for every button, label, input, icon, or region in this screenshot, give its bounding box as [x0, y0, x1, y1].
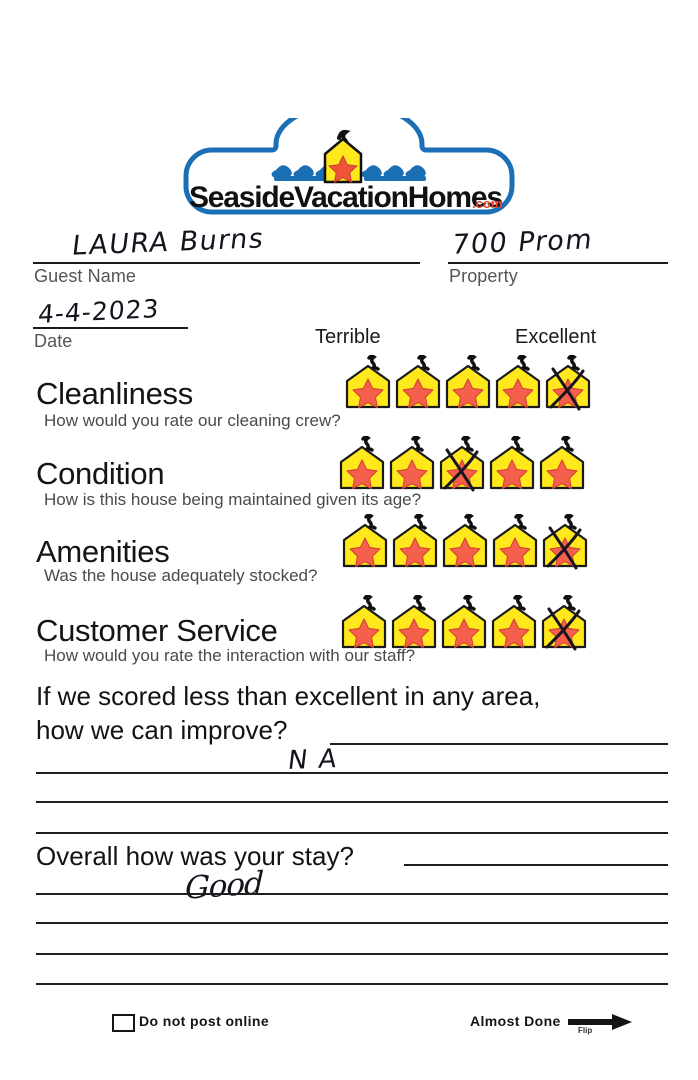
- house-rating-option[interactable]: [393, 355, 443, 413]
- house-rating-option[interactable]: [389, 595, 439, 653]
- logo-house-icon: [323, 129, 363, 184]
- house-rating-option[interactable]: [493, 355, 543, 413]
- house-rating-option[interactable]: [439, 595, 489, 653]
- guest-name-value: LAURA Burns: [70, 223, 267, 262]
- scale-high-label: Excellent: [515, 326, 597, 348]
- house-rating-option[interactable]: [337, 436, 387, 494]
- overall-answer-value: Good: [184, 865, 264, 907]
- house-rating-option[interactable]: [340, 514, 390, 572]
- guest-name-underline[interactable]: [33, 262, 420, 264]
- house-rating-option[interactable]: [537, 436, 587, 494]
- improve-answer-line-1[interactable]: [36, 772, 668, 774]
- house-rating-option[interactable]: [440, 514, 490, 572]
- seaside-vacation-homes-logo-graphic: SeasideVacationHomes .com: [183, 118, 515, 215]
- overall-answer-line-3[interactable]: [36, 953, 668, 955]
- improve-answer-line-2[interactable]: [36, 801, 668, 803]
- property-label: Property: [449, 266, 518, 286]
- date-label: Date: [34, 331, 73, 351]
- rating-title-condition: Condition: [36, 456, 165, 491]
- house-rating-option[interactable]: [339, 595, 389, 653]
- rating-subtitle-condition: How is this house being maintained given…: [44, 490, 422, 509]
- overall-question-prompt: Overall how was your stay?: [36, 841, 354, 871]
- rating-title-customer-service: Customer Service: [36, 613, 278, 648]
- date-value: 4-4-2023: [37, 293, 161, 330]
- house-rating-option[interactable]: [443, 355, 493, 413]
- property-value: 700 Prom: [450, 224, 596, 261]
- improve-answer-line-0[interactable]: [330, 743, 668, 745]
- house-rating-option[interactable]: [343, 355, 393, 413]
- do-not-post-online-checkbox[interactable]: [112, 1014, 135, 1032]
- overall-answer-line-1[interactable]: [36, 893, 668, 895]
- house-rating-option[interactable]: [489, 595, 539, 653]
- guest-name-label: Guest Name: [34, 266, 137, 286]
- rating-scale-amenities[interactable]: [340, 514, 590, 572]
- overall-answer-line-0[interactable]: [404, 864, 668, 866]
- arrow-right-icon: [568, 1014, 632, 1030]
- scale-low-label: Terrible: [315, 326, 381, 348]
- flip-label: Flip: [578, 1026, 593, 1035]
- do-not-post-online-label: Do not post online: [139, 1013, 270, 1029]
- property-underline[interactable]: [448, 262, 668, 264]
- almost-done-label: Almost Done: [470, 1013, 561, 1029]
- rating-scale-cleanliness[interactable]: [343, 355, 593, 413]
- rating-scale-condition[interactable]: [337, 436, 587, 494]
- rating-title-cleanliness: Cleanliness: [36, 376, 193, 411]
- logo-tld: .com: [472, 196, 502, 211]
- date-underline[interactable]: [33, 327, 188, 329]
- rating-subtitle-customer-service: How would you rate the interaction with …: [44, 646, 416, 665]
- overall-answer-line-4[interactable]: [36, 983, 668, 985]
- rating-subtitle-amenities: Was the house adequately stocked?: [44, 566, 318, 585]
- logo-wordmark: SeasideVacationHomes: [189, 181, 502, 214]
- rating-scale-customer-service[interactable]: [339, 595, 589, 653]
- house-rating-option[interactable]: [490, 514, 540, 572]
- overall-answer-line-2[interactable]: [36, 922, 668, 924]
- house-rating-option[interactable]: [539, 595, 589, 653]
- brand-logo: SeasideVacationHomes .com: [0, 118, 698, 218]
- rating-subtitle-cleanliness: How would you rate our cleaning crew?: [44, 411, 341, 430]
- improve-question-line1: If we scored less than excellent in any …: [36, 681, 541, 711]
- wave-icon-right: [361, 165, 426, 181]
- house-rating-option[interactable]: [437, 436, 487, 494]
- house-rating-option[interactable]: [387, 436, 437, 494]
- rating-title-amenities: Amenities: [36, 534, 170, 569]
- improve-answer-line-3[interactable]: [36, 832, 668, 834]
- house-rating-option[interactable]: [540, 514, 590, 572]
- house-rating-option[interactable]: [543, 355, 593, 413]
- house-rating-option[interactable]: [487, 436, 537, 494]
- improve-question-line2: how we can improve?: [36, 715, 288, 745]
- house-rating-option[interactable]: [390, 514, 440, 572]
